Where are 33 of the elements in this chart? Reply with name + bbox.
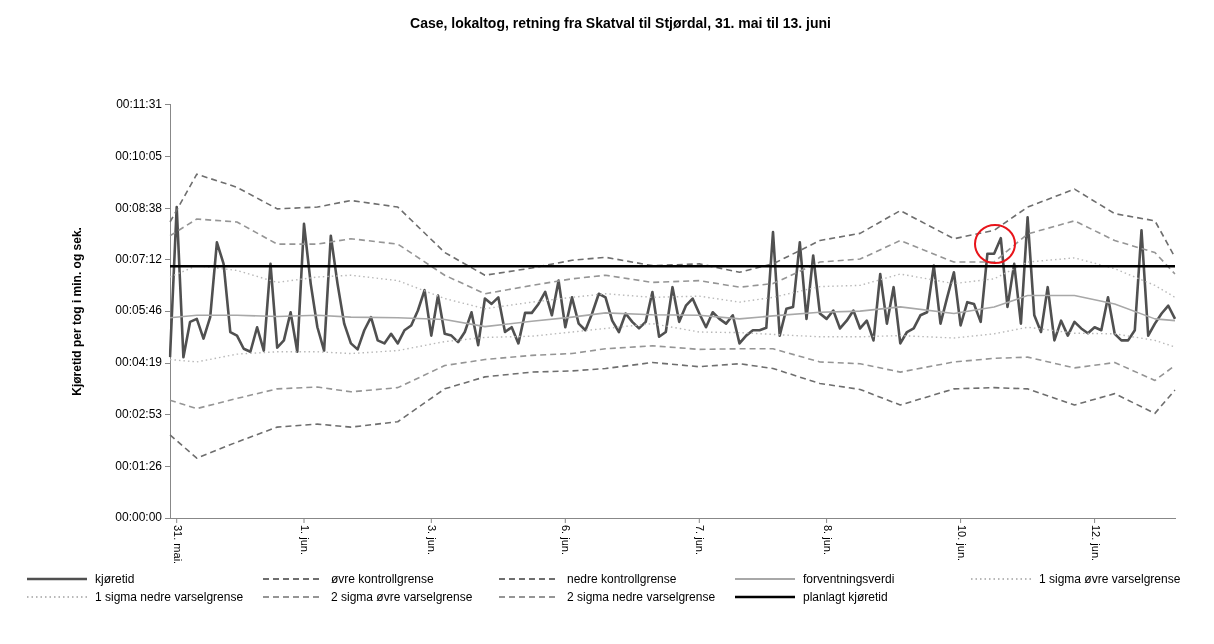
y-tick-label: 00:10:05 <box>115 148 163 163</box>
line-series <box>169 322 1176 363</box>
y-tick-label: 00:11:31 <box>116 97 163 112</box>
legend-label: kjøretid <box>95 572 135 586</box>
legend-label: 1 sigma nedre varselgrense <box>95 590 244 604</box>
x-tick-label: 3. jun. <box>426 525 439 555</box>
x-tick-label: 6. jun. <box>560 525 573 555</box>
y-tick-label: 00:00:00 <box>115 510 163 525</box>
legend-label: 2 sigma øvre varselgrense <box>331 590 473 604</box>
legend-label: forventningsverdi <box>803 572 895 586</box>
line-series <box>169 218 1176 295</box>
legend-label: 1 sigma øvre varselgrense <box>1039 572 1181 586</box>
x-tick-label: 8. jun. <box>821 525 834 555</box>
legend-label: nedre kontrollgrense <box>567 572 677 586</box>
y-tick-label: 00:07:12 <box>115 251 163 266</box>
y-tick-label: 00:08:38 <box>115 200 163 215</box>
y-tick-label: 00:01:26 <box>115 458 163 473</box>
y-axis-title: Kjøretid per tog i min. og sek. <box>69 227 84 396</box>
line-series <box>169 257 1176 310</box>
legend-label: planlagt kjøretid <box>803 590 888 604</box>
legend-label: øvre kontrollgrense <box>331 572 434 586</box>
x-tick-label: 1. jun. <box>298 525 311 555</box>
chart-title: Case, lokaltog, retning fra Skatval til Stjørdal, 31. mai til 13. juni <box>410 15 831 32</box>
x-tick-label: 12. jun. <box>1089 525 1102 562</box>
line-series <box>169 173 1176 277</box>
line-series <box>169 361 1176 459</box>
x-tick-label: 31. mai. <box>171 525 184 565</box>
legend-label: 2 sigma nedre varselgrense <box>567 590 716 604</box>
y-tick-label: 00:02:53 <box>115 406 163 421</box>
x-tick-label: 10. jun. <box>955 525 968 562</box>
x-tick-label: 7. jun. <box>694 525 707 555</box>
y-tick-label: 00:04:19 <box>115 355 163 370</box>
y-tick-label: 00:05:46 <box>115 303 163 318</box>
